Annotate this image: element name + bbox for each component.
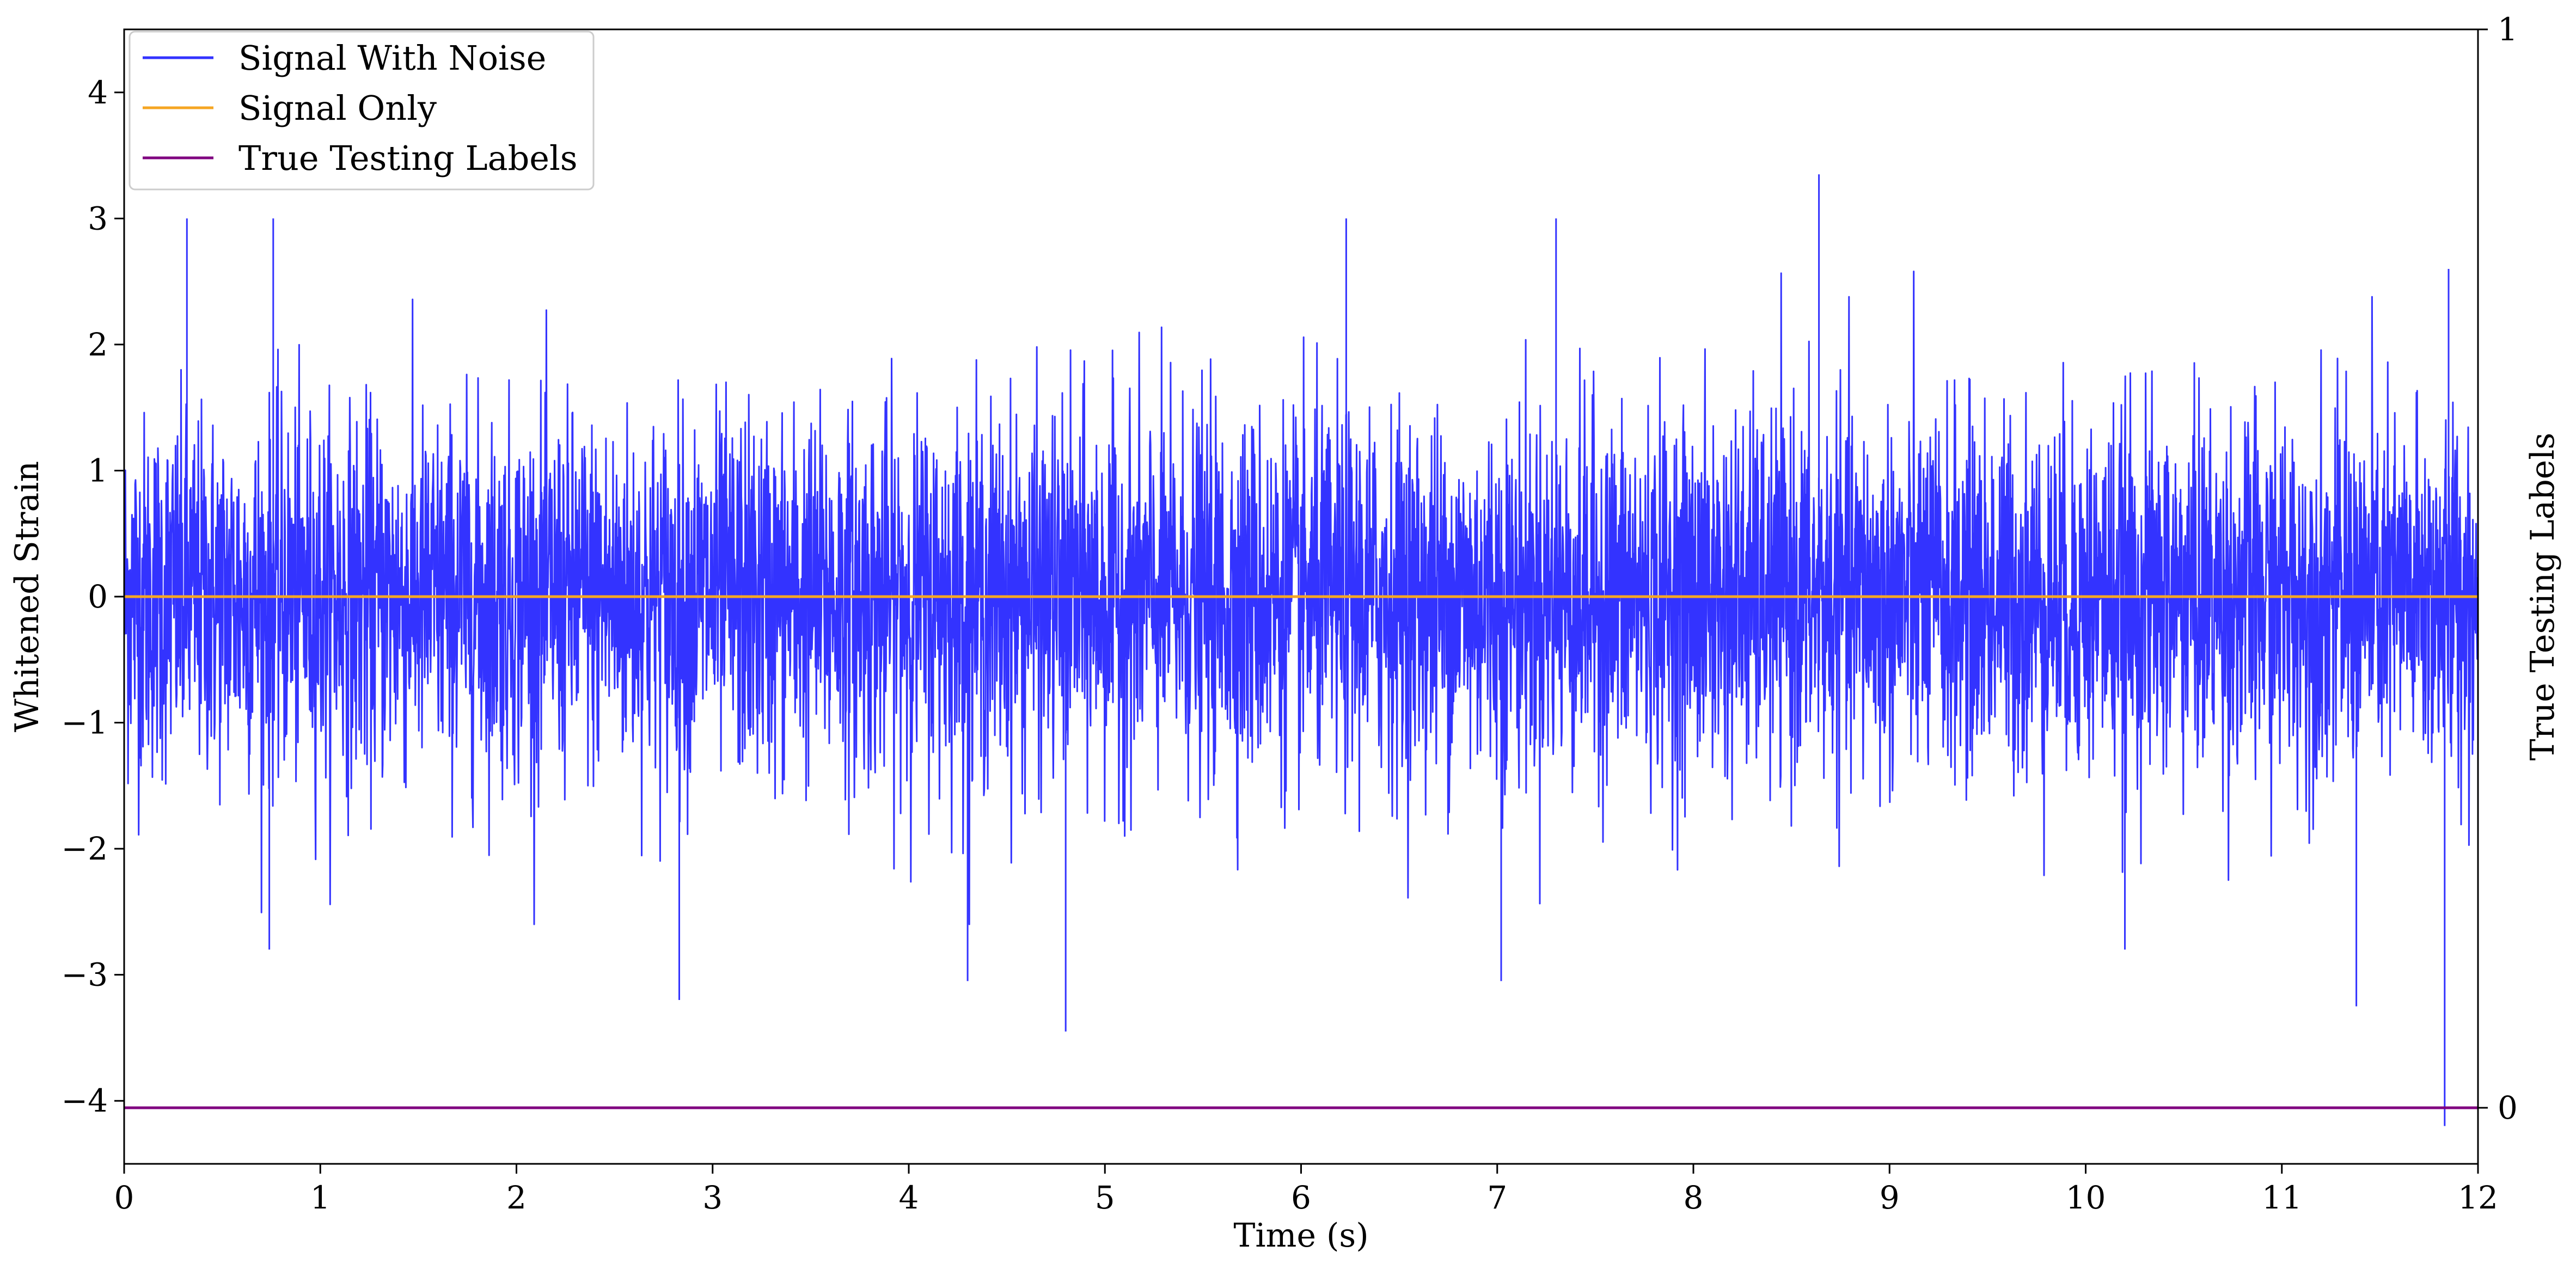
legend-label-true-testing-labels: True Testing Labels [238, 138, 578, 178]
signal-with-noise-line [123, 174, 2479, 1126]
y-tick-label: 4 [88, 74, 108, 111]
y-tick-label: −2 [62, 830, 108, 867]
y-tick-label: 3 [88, 200, 108, 237]
legend-label-signal-with-noise: Signal With Noise [238, 38, 546, 78]
y-axis-title: Whitened Strain [8, 461, 46, 732]
y-tick-label: 1 [88, 452, 108, 489]
x-tick-label: 8 [1684, 1179, 1704, 1216]
legend-box [129, 30, 595, 191]
legend: Signal With Noise Signal Only True Testi… [129, 30, 595, 191]
signal-with-noise-series [123, 174, 2479, 1126]
x-tick-label: 1 [310, 1179, 331, 1216]
x-tick-label: 5 [1095, 1179, 1115, 1216]
x-tick-label: 11 [2262, 1179, 2302, 1216]
x-tick-label: 0 [114, 1179, 134, 1216]
y2-axis-title: True Testing Labels [2524, 433, 2562, 761]
x-tick-label: 12 [2458, 1179, 2498, 1216]
x-tick-label: 9 [1880, 1179, 1900, 1216]
x-axis-title: Time (s) [1233, 1217, 1368, 1255]
y2-tick-label: 0 [2498, 1089, 2518, 1126]
y-tick-label: −1 [62, 704, 108, 741]
x-tick-label: 2 [506, 1179, 527, 1216]
x-tick-label: 3 [702, 1179, 723, 1216]
y-tick-label: 0 [88, 578, 108, 615]
x-tick-label: 10 [2066, 1179, 2106, 1216]
legend-label-signal-only: Signal Only [238, 88, 437, 128]
x-tick-label: 7 [1487, 1179, 1507, 1216]
y-tick-label: 2 [88, 326, 108, 363]
y-tick-label: −4 [62, 1082, 108, 1119]
y-tick-label: −3 [62, 956, 108, 993]
x-tick-label: 4 [899, 1179, 919, 1216]
constant-series-layer [124, 595, 2478, 1109]
x-tick-label: 6 [1291, 1179, 1311, 1216]
y2-tick-label: 1 [2498, 11, 2518, 48]
